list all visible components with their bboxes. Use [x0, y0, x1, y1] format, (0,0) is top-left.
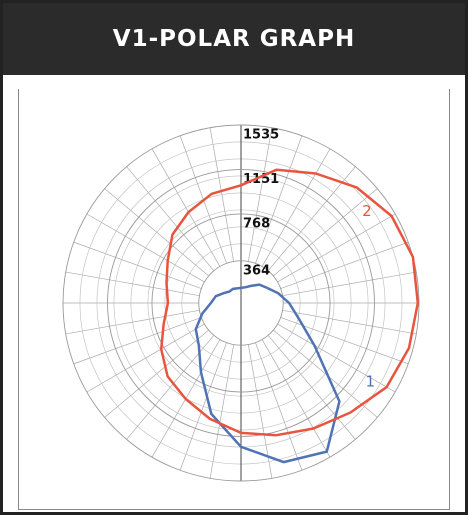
series-line — [194, 283, 341, 464]
r-tick-label: 768 — [243, 216, 270, 231]
r-tick-label: 364 — [243, 263, 270, 278]
series-line — [159, 168, 420, 437]
grid-ring — [198, 260, 284, 346]
plot-box — [18, 89, 450, 510]
r-tick-label: 1535 — [243, 128, 279, 143]
grid-ring — [151, 213, 331, 393]
chart-title: V1-POLAR GRAPH — [3, 3, 465, 75]
series-label: 1 — [365, 372, 375, 390]
series-label: 2 — [362, 202, 372, 220]
r-tick-label: 1151 — [243, 172, 279, 187]
grid-ring — [107, 169, 375, 437]
